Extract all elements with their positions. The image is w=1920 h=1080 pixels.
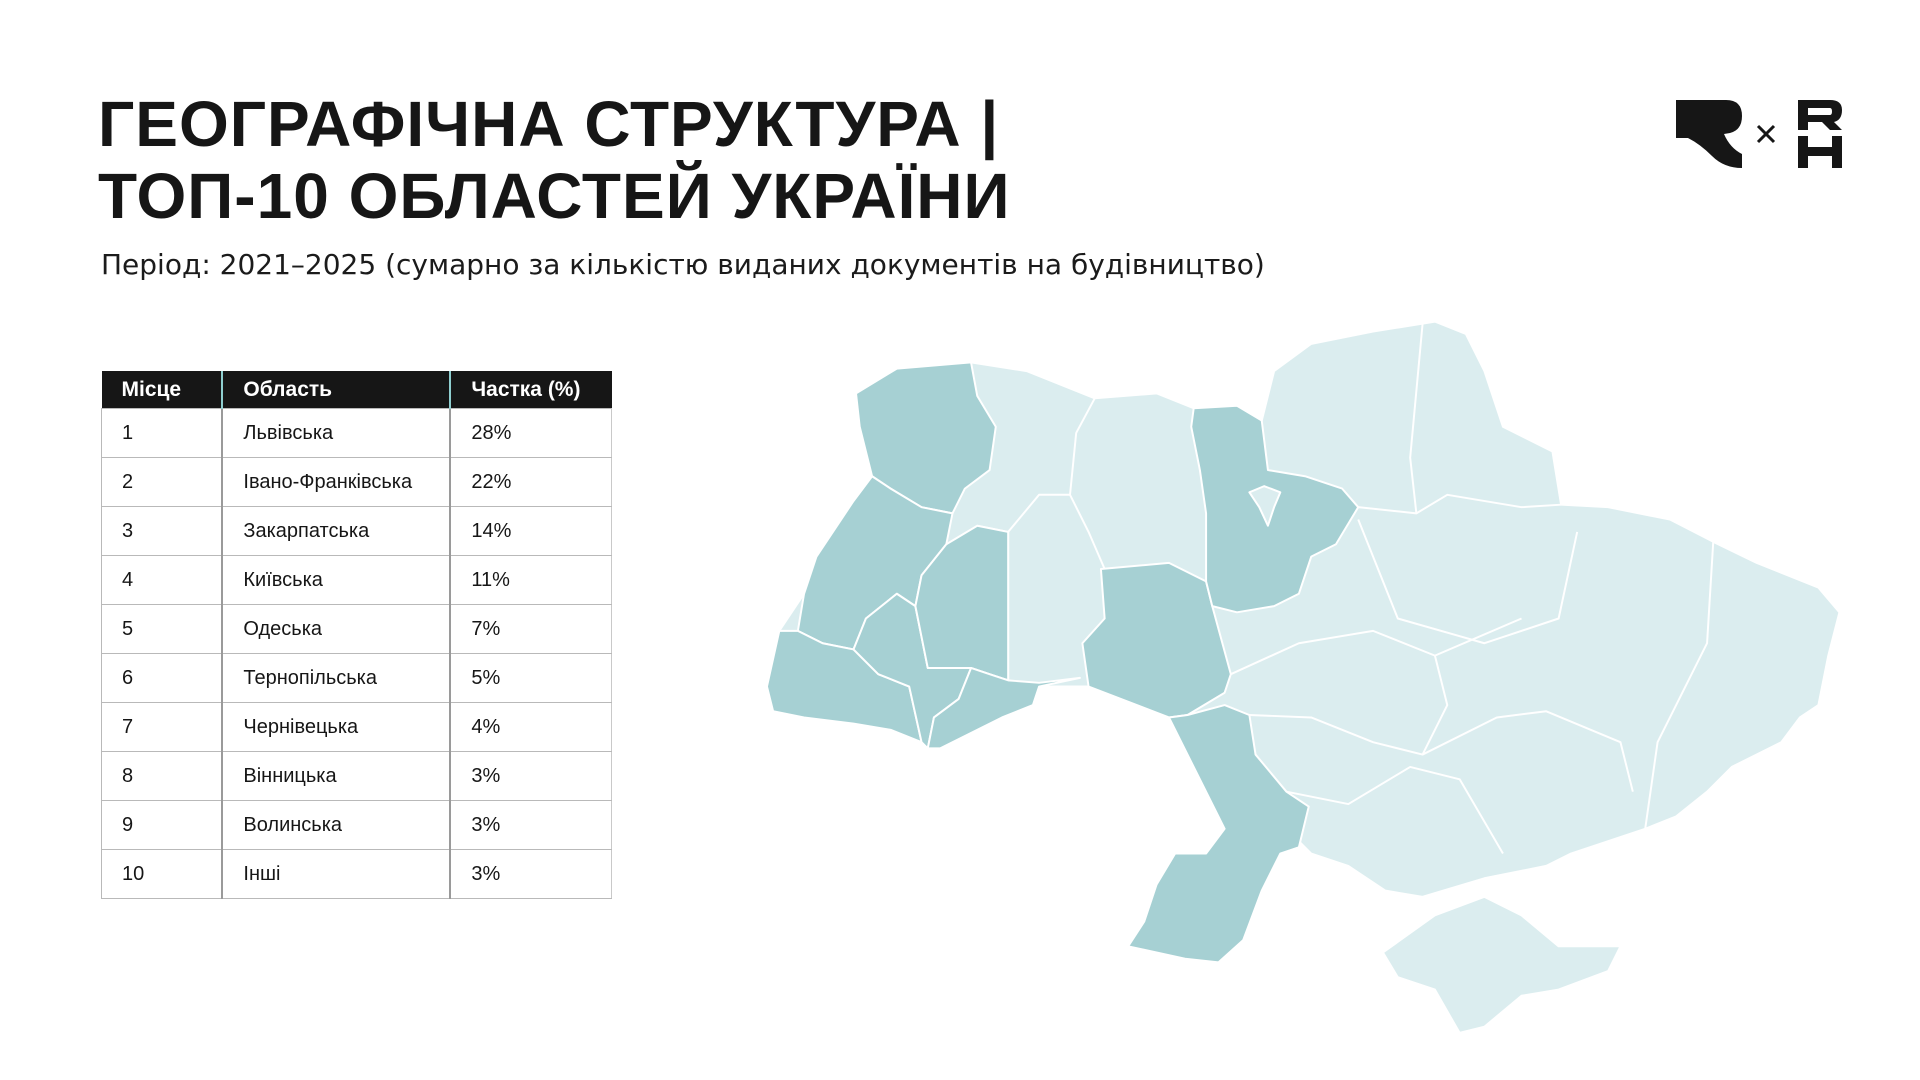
table-header-row: Місце Область Частка (%) <box>101 371 612 409</box>
page-title: ГЕОГРАФІЧНА СТРУКТУРА | ТОП-10 ОБЛАСТЕЙ … <box>98 88 1011 232</box>
map-region-highlighted <box>1127 704 1310 964</box>
map-region-kyiv-city <box>1248 485 1282 527</box>
table-row: 2 Івано-Франківська 22% <box>101 457 613 507</box>
subtitle: Період: 2021–2025 (сумарно за кількістю … <box>101 248 1265 281</box>
table-row: 5 Одеська 7% <box>101 604 613 654</box>
cell-share: 28% <box>449 408 613 458</box>
table-row: 10 Інші 3% <box>101 849 613 899</box>
cell-rank: 8 <box>101 751 224 801</box>
cell-region: Волинська <box>221 800 452 850</box>
column-header-region: Область <box>222 371 452 409</box>
title-line-1: ГЕОГРАФІЧНА СТРУКТУРА | <box>98 88 1000 160</box>
table-row: 9 Волинська 3% <box>101 800 613 850</box>
cell-region: Івано-Франківська <box>221 457 452 507</box>
cell-region: Інші <box>221 849 452 899</box>
map-region-highlighted <box>1190 404 1360 614</box>
cell-rank: 9 <box>101 800 224 850</box>
cell-rank: 10 <box>101 849 224 899</box>
map-region-crimea <box>1381 895 1622 1034</box>
cell-share: 11% <box>449 555 613 605</box>
cell-rank: 3 <box>101 506 224 556</box>
cell-rank: 6 <box>101 653 224 703</box>
table-row: 4 Київська 11% <box>101 555 613 605</box>
cell-share: 22% <box>449 457 613 507</box>
title-line-2: ТОП-10 ОБЛАСТЕЙ УКРАЇНИ <box>98 160 1011 232</box>
cell-region: Одеська <box>221 604 452 654</box>
cell-region: Київська <box>221 555 452 605</box>
cell-share: 14% <box>449 506 613 556</box>
map-region-highlighted <box>926 666 1081 750</box>
cell-share: 5% <box>449 653 613 703</box>
cell-share: 3% <box>449 751 613 801</box>
column-header-rank: Місце <box>101 371 224 409</box>
map-internal-borders <box>977 324 1715 855</box>
column-header-share: Частка (%) <box>450 371 612 409</box>
cell-rank: 5 <box>101 604 224 654</box>
cell-share: 3% <box>449 849 613 899</box>
cell-rank: 1 <box>101 408 224 458</box>
table-row: 7 Чернівецька 4% <box>101 702 613 752</box>
cell-share: 7% <box>449 604 613 654</box>
cell-region: Чернівецька <box>221 702 452 752</box>
table-row: 8 Вінницька 3% <box>101 751 613 801</box>
cell-region: Вінницька <box>221 751 452 801</box>
cell-rank: 4 <box>101 555 224 605</box>
cell-region: Львівська <box>221 408 452 458</box>
cell-rank: 7 <box>101 702 224 752</box>
cell-share: 3% <box>449 800 613 850</box>
map-region-highlighted <box>1081 561 1232 719</box>
table-row: 3 Закарпатська 14% <box>101 506 613 556</box>
regions-table: Місце Область Частка (%) 1 Львівська 28% 2 І… <box>101 371 613 899</box>
cell-region: Закарпатська <box>221 506 452 556</box>
brand-logo <box>1676 100 1842 168</box>
table-row: 1 Львівська 28% <box>101 408 613 458</box>
